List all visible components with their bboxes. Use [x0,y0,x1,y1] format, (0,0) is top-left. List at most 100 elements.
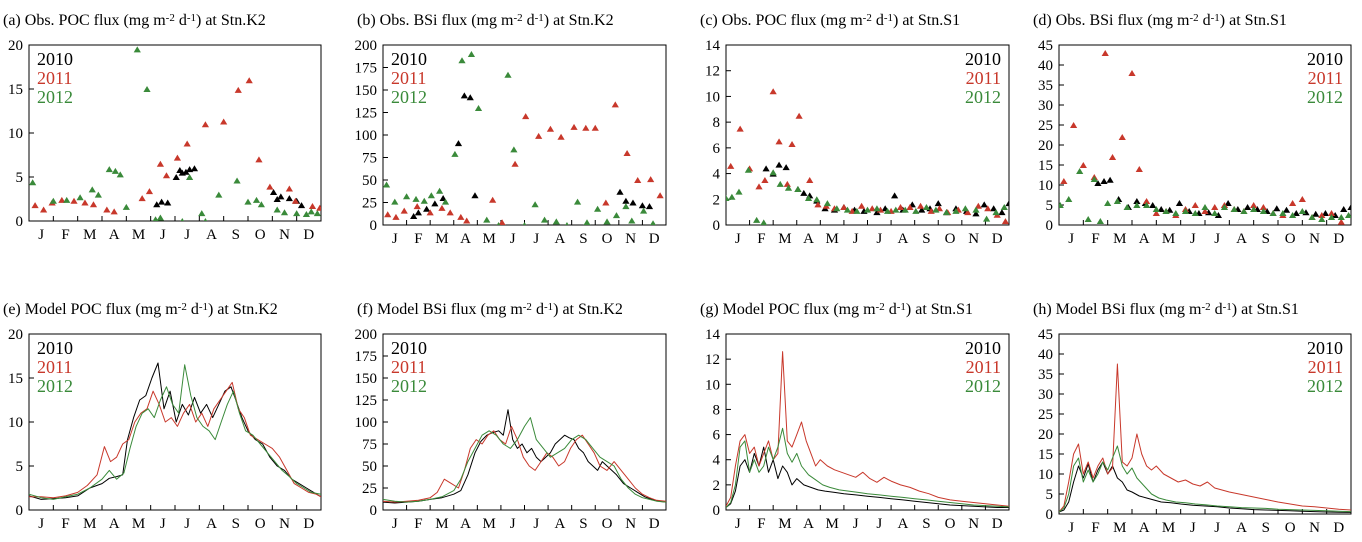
point-2011 [896,204,905,210]
x-tick-label: A [206,227,217,243]
point-2011 [984,205,992,212]
point-2010 [762,165,770,172]
point-2012 [441,198,450,205]
point-2011 [736,125,744,132]
series-line-2012 [726,427,1009,508]
title-part: -2 [1201,301,1210,313]
point-2012 [1259,208,1267,214]
point-2011 [285,185,293,192]
point-2012 [922,204,931,210]
y-tick-label: 0 [713,503,721,519]
x-tick-label: D [303,516,314,532]
point-2011 [162,172,171,179]
point-2011 [457,213,465,220]
legend-entry-2011: 2011 [391,357,426,377]
title-part: -1 [897,301,906,313]
y-tick-label: 4 [713,167,721,183]
point-2011 [1250,202,1258,208]
point-2010 [1214,212,1222,218]
title-part: (e) Model POC flux (mg m [3,301,178,318]
point-2011 [591,124,599,131]
y-tick-label: 30 [1038,387,1053,403]
x-tick-label: D [1333,231,1344,247]
point-2011 [1118,134,1126,140]
point-2012 [1308,214,1316,220]
x-tick-label: O [945,231,956,247]
panel-title: (c) Obs. POC flux (mg m-2 d-1) at Stn.S1 [700,12,960,29]
legend-entry-2010: 2010 [965,49,1001,69]
point-2011 [183,140,191,147]
point-2010 [1292,210,1300,216]
x-tick-label: D [649,516,660,532]
x-tick-label: J [533,231,539,247]
point-2012 [122,203,130,210]
point-2012 [873,205,881,212]
x-tick-label: M [1113,231,1126,247]
point-2011 [647,176,655,183]
data-layer [726,351,1009,508]
y-tick-label: 10 [1038,467,1053,483]
point-2012 [583,219,591,225]
point-2012 [280,209,289,216]
point-2011 [1101,50,1109,56]
y-tick-label: 0 [370,503,378,519]
point-2011 [623,150,631,156]
point-2011 [535,132,543,139]
series-line-2011 [383,425,666,503]
data-layer [29,46,321,221]
panel-title: (h) Model BSi flux (mg m-2 d-1) at Stn.S… [1033,301,1299,318]
panel-g: (g) Model POC flux (mg m-2 d-1) at Stn.S… [700,301,1010,532]
point-2012 [942,209,951,216]
title-part: -2 [523,301,532,313]
point-2011 [1128,70,1136,76]
point-2012 [63,196,71,203]
point-2011 [761,177,769,183]
x-tick-label: D [649,231,660,247]
y-tick-label: 8 [713,115,721,131]
y-tick-label: 8 [713,402,721,418]
point-2012 [622,203,630,210]
point-2010 [277,193,285,200]
point-2012 [1123,204,1131,210]
point-2011 [201,121,210,128]
point-2012 [769,169,777,176]
point-2012 [1133,202,1141,208]
point-2012 [1096,218,1104,224]
legend-entry-2012: 2012 [37,376,73,396]
point-2012 [273,206,281,213]
point-2012 [843,206,852,213]
point-2011 [1191,202,1199,208]
point-2011 [1327,210,1336,216]
point-2012 [402,193,411,200]
point-2011 [755,183,763,190]
point-2012 [1289,212,1297,218]
point-2010 [1224,200,1232,206]
point-2011 [602,199,610,206]
point-2011 [788,141,796,147]
point-2010 [782,164,790,171]
title-part: ) at Stn.S1 [1220,12,1287,29]
legend-entry-2012: 2012 [1307,87,1343,107]
point-2012 [1090,176,1098,182]
legend-entry-2010: 2010 [391,49,427,69]
x-tick-label: N [1309,231,1320,247]
point-2012 [105,166,113,173]
title-part: d [187,301,199,318]
y-tick-label: 150 [355,83,378,99]
point-2011 [489,196,497,203]
point-2012 [760,219,768,225]
x-tick-label: A [554,516,565,532]
title-part: d [872,12,884,29]
panel-a: (a) Obs. POC flux (mg m-2 d-1) at Stn.K2… [3,12,322,243]
y-tick-label: 175 [355,61,378,77]
point-2011 [582,124,590,131]
point-2011 [138,195,146,202]
point-2012 [813,196,821,203]
point-2012 [383,181,391,188]
x-tick-label: F [757,516,765,532]
point-2010 [1273,205,1281,212]
series-line-2012 [1059,445,1351,513]
legend-entry-2012: 2012 [37,87,73,107]
legend-entry-2010: 2010 [965,338,1001,358]
legend-entry-2011: 2011 [37,68,72,88]
